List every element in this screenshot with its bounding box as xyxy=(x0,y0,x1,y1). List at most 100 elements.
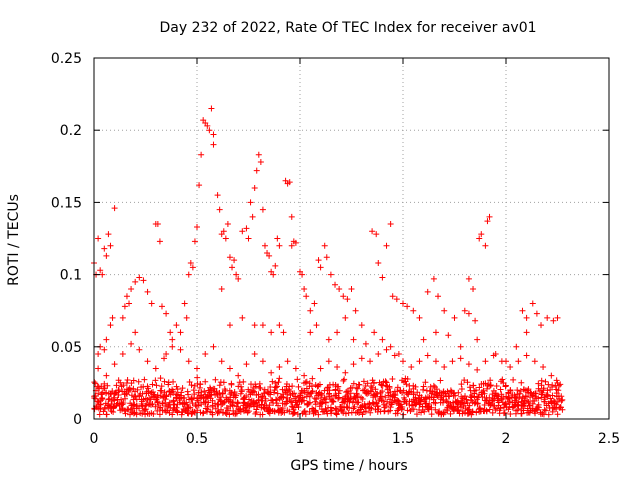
data-point xyxy=(319,392,326,399)
data-point xyxy=(428,404,435,411)
data-point xyxy=(292,393,299,400)
data-point xyxy=(441,307,448,314)
data-point xyxy=(458,381,465,388)
data-point xyxy=(548,372,555,379)
data-point xyxy=(344,296,351,303)
data-point xyxy=(120,399,127,406)
data-point xyxy=(233,392,240,399)
data-point xyxy=(514,407,521,414)
data-point xyxy=(280,394,287,401)
data-point xyxy=(272,380,279,387)
data-point xyxy=(275,379,282,386)
data-point xyxy=(286,388,293,395)
data-point xyxy=(290,410,297,417)
data-point xyxy=(271,387,278,394)
data-point xyxy=(183,314,190,321)
data-point xyxy=(213,390,220,397)
data-point xyxy=(386,383,393,390)
data-point xyxy=(461,377,468,384)
data-point xyxy=(291,409,298,416)
data-point xyxy=(535,395,542,402)
data-point xyxy=(227,394,234,401)
data-point xyxy=(302,411,309,418)
data-point xyxy=(132,329,139,336)
data-point xyxy=(516,390,523,397)
data-point xyxy=(173,322,180,329)
data-point xyxy=(555,387,562,394)
data-point xyxy=(268,369,275,376)
data-point xyxy=(350,380,357,387)
data-point xyxy=(326,393,333,400)
data-point xyxy=(276,364,283,371)
data-point xyxy=(198,389,205,396)
data-point xyxy=(523,352,530,359)
data-point xyxy=(404,375,411,382)
data-point xyxy=(103,411,110,418)
data-point xyxy=(521,397,528,404)
data-point xyxy=(482,242,489,249)
data-point xyxy=(107,242,114,249)
data-point xyxy=(233,271,240,278)
data-point xyxy=(487,377,494,384)
data-point xyxy=(478,231,485,238)
data-point xyxy=(486,213,493,220)
data-point xyxy=(531,358,538,365)
data-point xyxy=(255,396,262,403)
data-point xyxy=(412,383,419,390)
data-point xyxy=(126,385,133,392)
data-point xyxy=(474,366,481,373)
data-point xyxy=(407,408,414,415)
data-point xyxy=(104,382,111,389)
data-point xyxy=(286,408,293,415)
data-point xyxy=(231,389,238,396)
data-point xyxy=(461,400,468,407)
data-point xyxy=(210,131,217,138)
data-point xyxy=(135,378,142,385)
data-point xyxy=(482,358,489,365)
data-point xyxy=(127,400,134,407)
data-point xyxy=(322,399,329,406)
data-point xyxy=(440,396,447,403)
data-point xyxy=(375,260,382,267)
data-point xyxy=(330,398,337,405)
data-point xyxy=(524,398,531,405)
data-point xyxy=(316,381,323,388)
data-point xyxy=(235,275,242,282)
data-point xyxy=(365,401,372,408)
data-point xyxy=(257,385,264,392)
data-point xyxy=(465,275,472,282)
data-point xyxy=(342,410,349,417)
data-point xyxy=(471,388,478,395)
data-point xyxy=(161,355,168,362)
data-point xyxy=(177,329,184,336)
data-point xyxy=(378,393,385,400)
data-point xyxy=(170,388,177,395)
data-point xyxy=(235,372,242,379)
data-point xyxy=(334,364,341,371)
data-point xyxy=(95,351,102,358)
data-point xyxy=(447,400,454,407)
y-tick-label: 0.05 xyxy=(51,340,82,356)
data-point xyxy=(360,378,367,385)
data-point xyxy=(400,358,406,365)
data-point xyxy=(416,358,423,365)
data-point xyxy=(281,401,288,408)
data-point xyxy=(542,378,549,385)
data-point xyxy=(256,380,263,387)
data-point xyxy=(280,329,287,336)
data-point xyxy=(251,184,258,191)
data-point xyxy=(439,399,446,406)
data-point xyxy=(492,390,499,397)
data-point xyxy=(193,403,200,410)
data-point xyxy=(198,151,205,158)
data-point xyxy=(430,396,437,403)
data-point xyxy=(336,387,343,394)
x-tick-label: 1 xyxy=(296,431,305,447)
data-point xyxy=(274,383,281,390)
data-point xyxy=(273,400,280,407)
data-point xyxy=(457,355,464,362)
data-point xyxy=(480,387,487,394)
data-point xyxy=(130,377,137,384)
data-point xyxy=(245,408,252,415)
data-point xyxy=(451,314,458,321)
